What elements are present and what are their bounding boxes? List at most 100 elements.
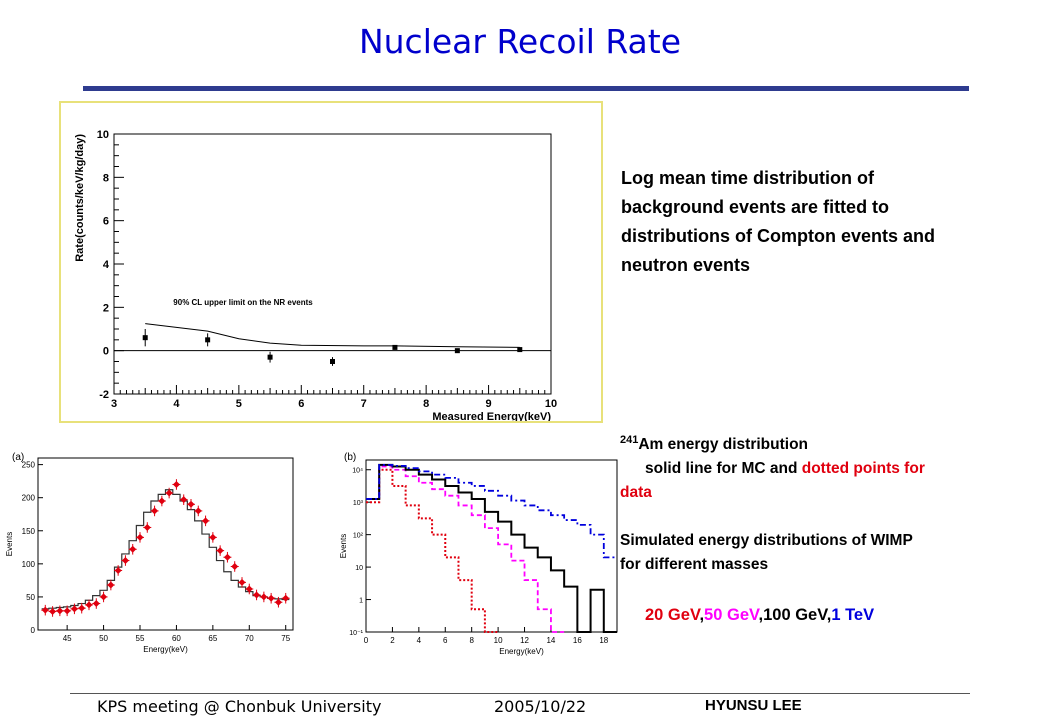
y-tick-label: 8 xyxy=(103,172,109,184)
data-point xyxy=(158,497,166,505)
data-point xyxy=(267,594,275,602)
data-point xyxy=(454,348,460,354)
footer-date: 2005/10/22 xyxy=(494,697,587,716)
wimp-line: Simulated energy distributions of WIMP xyxy=(620,532,913,550)
am241-label: Am energy distribution xyxy=(638,436,809,454)
mass-100gev: 100 GeV xyxy=(763,606,827,624)
footer-author: HYUNSU LEE xyxy=(705,697,802,714)
y-tick-label: 250 xyxy=(22,461,36,470)
x-tick-label: 4 xyxy=(173,398,180,410)
x-tick-label: 0 xyxy=(364,636,369,645)
data-point xyxy=(209,533,217,541)
data-point xyxy=(517,347,523,353)
y-tick-label: 10⁻¹ xyxy=(349,630,363,637)
y-axis-label: Rate(counts/keV/kg/day) xyxy=(74,134,86,262)
data-point xyxy=(142,335,148,341)
data-word: data xyxy=(620,484,652,502)
series-histogram xyxy=(366,468,499,633)
y-tick-label: 2 xyxy=(103,302,109,314)
data-point xyxy=(78,604,86,612)
panel-a-label: (a) xyxy=(12,452,24,463)
x-tick-label: 4 xyxy=(417,636,422,645)
data-point xyxy=(260,593,268,601)
data-point xyxy=(151,507,159,515)
y-tick-label: 200 xyxy=(22,494,36,503)
x-tick-label: 8 xyxy=(469,636,474,645)
series-histogram xyxy=(366,463,617,633)
x-tick-label: 12 xyxy=(520,636,529,645)
data-point xyxy=(223,553,231,561)
data-point xyxy=(63,607,71,615)
description-text: Log mean time distribution of background… xyxy=(621,168,935,275)
upper-limit-curve xyxy=(145,323,520,348)
series-histogram xyxy=(366,463,617,559)
x-tick-label: 16 xyxy=(573,636,582,645)
data-point xyxy=(121,557,129,565)
main-plot-frame xyxy=(59,101,603,423)
x-tick-label: 50 xyxy=(99,634,108,643)
y-tick-label: 100 xyxy=(22,560,36,569)
data-point xyxy=(143,523,151,531)
x-tick-label: 2 xyxy=(390,636,395,645)
mass-legend: 20 GeV,50 GeV,100 GeV,1 TeV xyxy=(645,606,874,625)
masses-line: for different masses xyxy=(620,556,769,574)
data-point xyxy=(56,607,64,615)
y-tick-label: 10³ xyxy=(353,500,364,507)
data-point xyxy=(41,606,49,614)
x-tick-label: 75 xyxy=(281,634,290,643)
x-axis-label: Energy(keV) xyxy=(143,645,188,654)
mc-data-line: solid line for MC and dotted points for xyxy=(620,457,1040,481)
data-point xyxy=(129,545,137,553)
x-tick-label: 10 xyxy=(545,398,557,410)
panel-b-label: (b) xyxy=(344,452,356,463)
data-point xyxy=(392,344,398,350)
data-point xyxy=(165,489,173,497)
limit-annotation: 90% CL upper limit on the NR events xyxy=(173,298,313,307)
plot-area xyxy=(37,457,294,631)
y-tick-label: 10 xyxy=(97,129,109,141)
y-tick-label: -2 xyxy=(99,389,109,401)
data-point xyxy=(202,517,210,525)
am241-superscript: 241 xyxy=(620,434,639,446)
footer-rule xyxy=(70,693,970,694)
x-tick-label: 7 xyxy=(361,398,367,410)
data-point xyxy=(92,600,100,608)
data-point xyxy=(216,547,224,555)
data-point xyxy=(70,605,78,613)
sep: , xyxy=(699,606,705,624)
x-tick-label: 55 xyxy=(136,634,145,643)
y-tick-label: 150 xyxy=(22,527,36,536)
slide-title: Nuclear Recoil Rate xyxy=(358,22,682,61)
am241-caption: 241Am energy distribution solid line for… xyxy=(620,428,1040,577)
am241-line: 241Am energy distribution xyxy=(620,428,1040,457)
data-point xyxy=(282,594,290,602)
y-tick-label: 10 xyxy=(355,565,363,572)
y-tick-label: 50 xyxy=(26,593,35,602)
data-point xyxy=(180,496,188,504)
data-point xyxy=(238,578,246,586)
x-tick-label: 5 xyxy=(236,398,242,410)
y-tick-label: 1 xyxy=(359,598,363,605)
mass-1tev: 1 TeV xyxy=(831,606,875,624)
x-tick-label: 60 xyxy=(172,634,181,643)
mc-label: solid line for MC and xyxy=(645,460,802,478)
x-tick-label: 8 xyxy=(423,398,429,410)
x-tick-label: 10 xyxy=(494,636,503,645)
x-axis-label: Measured Energy(keV) xyxy=(432,411,551,421)
wimp-energy-chart: (b) 0 2 4 6 8 10 12 14 16 18 10⁻¹ 1 10 10² 10³ 10⁴ Energy… xyxy=(338,440,620,658)
sep: , xyxy=(826,606,832,624)
plot-area xyxy=(113,133,552,395)
x-axis-label: Energy(keV) xyxy=(499,647,544,656)
x-tick-label: 14 xyxy=(546,636,555,645)
y-axis-label: Events xyxy=(339,534,348,558)
data-point xyxy=(172,480,180,488)
x-tick-label: 45 xyxy=(63,634,72,643)
y-tick-label: 10⁴ xyxy=(352,468,363,475)
y-tick-label: 6 xyxy=(103,216,109,228)
x-tick-label: 18 xyxy=(599,636,608,645)
x-tick-label: 70 xyxy=(245,634,254,643)
data-point xyxy=(205,337,211,343)
series-histogram xyxy=(366,465,565,633)
data-point xyxy=(274,598,282,606)
